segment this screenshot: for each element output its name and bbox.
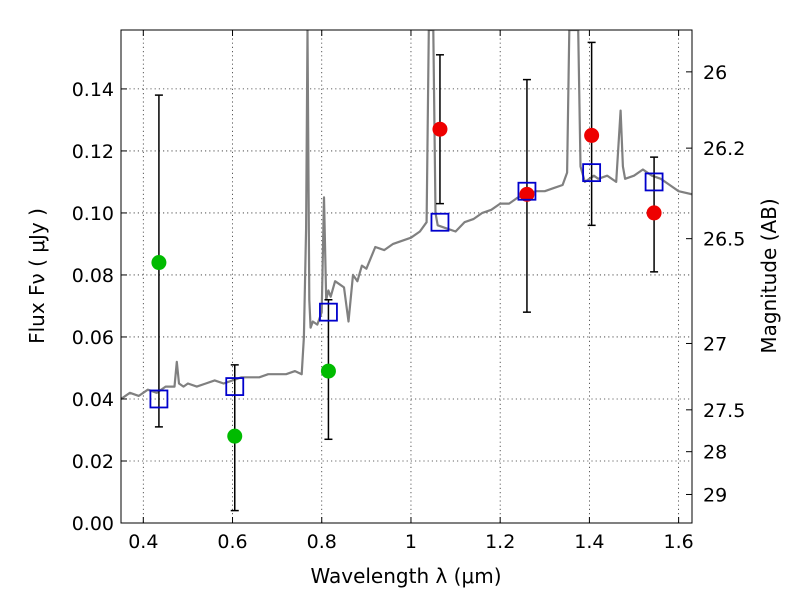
- y2-axis-label: Magnitude (AB): [757, 198, 781, 353]
- model-band-square: [430, 212, 450, 232]
- model-band-square: [149, 389, 169, 409]
- y2-tick-label: 27.5: [703, 400, 745, 422]
- data-point: [519, 186, 535, 202]
- y-tick-label: 0.00: [72, 513, 114, 535]
- plot-background: [121, 30, 692, 523]
- data-point: [227, 428, 243, 444]
- y-tick-label: 0.08: [72, 265, 114, 287]
- y2-tick-label: 29: [703, 484, 727, 506]
- model-band-square: [225, 377, 245, 396]
- x-axis-label: Wavelength λ (μm): [310, 564, 501, 588]
- x-tick-label: 1.4: [574, 531, 604, 553]
- data-point: [646, 205, 662, 221]
- model-band-square: [644, 172, 664, 192]
- y2-tick-label: 26.5: [703, 229, 745, 251]
- plot-frame: [120, 29, 693, 524]
- y2-tick-label: 26: [703, 62, 727, 84]
- data-point: [432, 121, 448, 137]
- y-axis: 0.00 0.02 0.04 0.06 0.08 0.10 0.12 0.14: [72, 79, 127, 535]
- y2-tick-label: 27: [703, 333, 727, 355]
- y-tick-label: 0.06: [72, 327, 114, 349]
- y2-tick-label: 28: [703, 442, 727, 464]
- data-point: [320, 363, 336, 379]
- model-band-square: [319, 302, 338, 322]
- data-point: [151, 255, 167, 271]
- y-tick-label: 0.14: [72, 79, 114, 101]
- y2-tick-label: 26.2: [703, 138, 745, 160]
- x-tick-label: 1.2: [485, 531, 515, 553]
- y-tick-label: 0.12: [72, 141, 114, 163]
- model-band-square: [582, 163, 602, 183]
- x-tick-label: 1: [405, 531, 417, 553]
- y-tick-label: 0.02: [72, 451, 114, 473]
- data-point: [584, 127, 600, 143]
- y-tick-label: 0.10: [72, 203, 114, 225]
- x-axis: 0.4 0.6 0.8 1 1.2 1.4 1.6: [128, 30, 694, 553]
- plot-area: [121, 30, 692, 512]
- x-tick-label: 0.8: [307, 531, 337, 553]
- y2-axis: 26 26.2 26.5 27 27.5 28 29: [686, 62, 745, 506]
- x-tick-label: 0.4: [128, 531, 158, 553]
- y-axis-label: Flux Fν ( μJy ): [25, 208, 49, 344]
- x-tick-label: 0.6: [217, 531, 247, 553]
- y-tick-label: 0.04: [72, 389, 114, 411]
- x-tick-label: 1.6: [664, 531, 694, 553]
- model-band-square: [517, 181, 537, 201]
